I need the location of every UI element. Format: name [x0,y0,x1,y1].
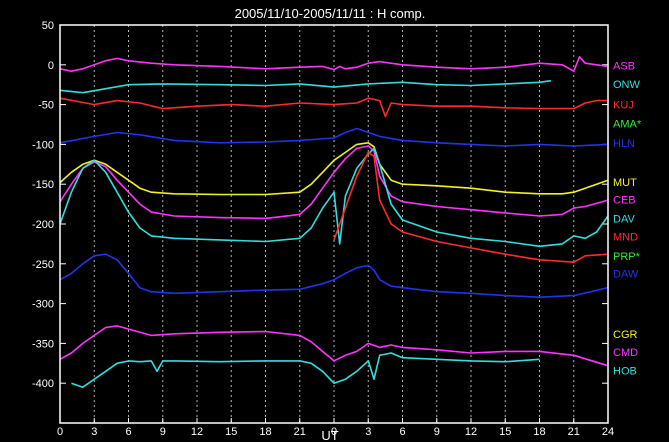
y-tick-label: -350 [32,338,54,350]
series-line-dav [59,147,609,248]
station-label-hob: HOB [613,365,637,377]
x-tick-label: 12 [191,426,203,438]
station-label-ceb: CEB [613,194,636,206]
grid-lines [93,25,575,423]
y-tick-label: -300 [32,299,54,311]
station-labels: ASB ONW KUJ AMA* HLN MUT CEB DAV MND PRP* DAW CGR CM… [613,61,642,378]
series-line-ceb [59,145,609,220]
x-axis-ticks: 0 3 6 9 12 15 18 21 0 3 6 9 12 15 18 21 24 [57,418,614,438]
y-tick-label: -400 [32,378,54,390]
x-tick-label: 21 [568,426,580,438]
x-tick-label: 18 [259,426,271,438]
station-label-ama: AMA* [613,119,642,131]
x-tick-label: 18 [533,426,545,438]
x-tick-label: 24 [602,426,614,438]
station-label-asb: ASB [613,61,635,73]
series-lines [59,55,609,389]
station-label-hln: HLN [613,138,635,150]
series-line-kuj [59,97,608,118]
station-label-dav: DAV [613,213,635,225]
station-label-mut: MUT [613,177,637,189]
station-label-kuj: KUJ [613,100,634,112]
x-tick-label: 15 [225,426,237,438]
x-tick-label: 6 [399,426,405,438]
y-tick-label: -200 [32,219,54,231]
y-tick-label: 0 [48,60,54,72]
x-tick-label: 0 [331,426,337,438]
series-line-mnd [333,151,609,264]
y-tick-label: -150 [32,179,54,191]
x-tick-label: 3 [365,426,371,438]
x-tick-label: 9 [160,426,166,438]
series-line-asb [59,55,609,72]
y-tick-label: 50 [42,20,54,32]
plot-frame [59,24,609,424]
x-tick-label: 21 [294,426,306,438]
y-tick-label: -250 [32,259,54,271]
y-tick-label: -50 [38,100,54,112]
x-tick-label: 15 [499,426,511,438]
series-line-hob [71,352,540,389]
series-line-daw [59,253,609,299]
station-label-cgr: CGR [613,329,638,341]
x-tick-label: 0 [57,426,63,438]
station-label-cmd: CMD [613,347,638,359]
y-axis-ticks: 50 0 -50 -100 -150 -200 -250 -300 -350 -400 [32,20,608,390]
station-label-daw: DAW [613,268,639,280]
chart-title: 2005/11/10-2005/11/11 : H comp. [235,6,426,21]
series-line-cmd [59,325,609,367]
station-label-mnd: MND [613,232,638,244]
y-tick-label: -100 [32,139,54,151]
x-tick-label: 6 [125,426,131,438]
series-line-mut [59,142,609,196]
x-axis-label: UT [321,428,338,442]
station-label-onw: ONW [613,79,641,91]
x-tick-label: 12 [465,426,477,438]
x-tick-label: 3 [91,426,97,438]
series-line-onw [59,79,552,94]
x-tick-label: 9 [434,426,440,438]
station-label-prp: PRP* [613,251,641,263]
series-line-hln [59,127,609,147]
